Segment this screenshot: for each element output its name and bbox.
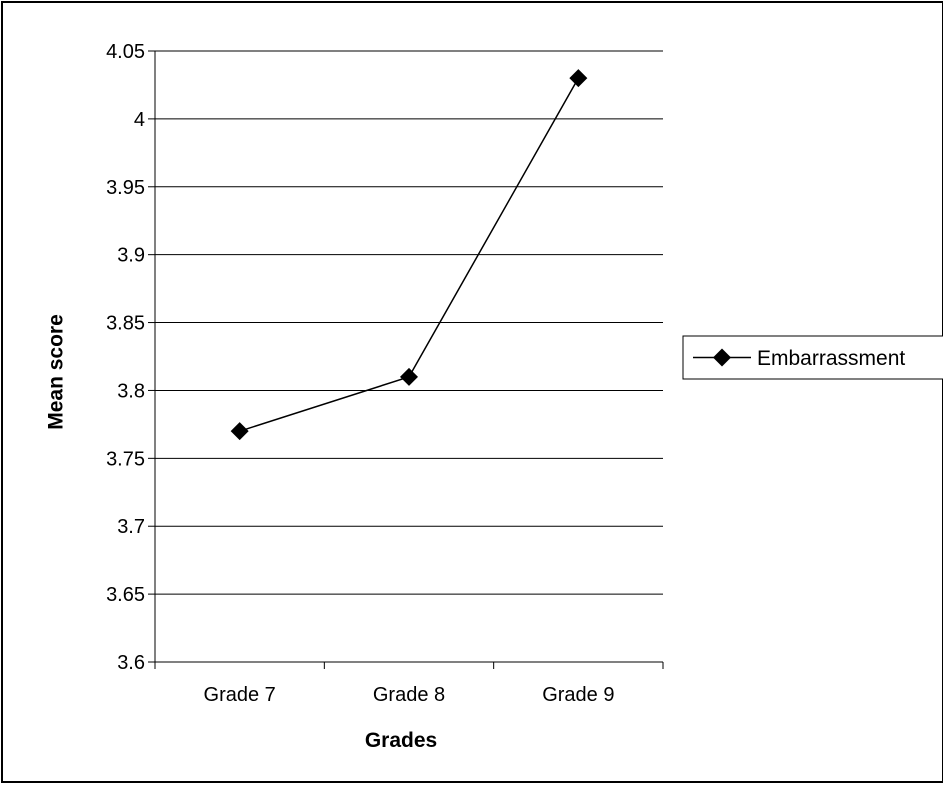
data-point-marker [400, 367, 418, 386]
legend: Embarrassment [682, 335, 943, 380]
y-tick-label: 4 [134, 109, 145, 131]
y-tick-label: 3.65 [106, 584, 145, 606]
y-tick-label: 3.95 [106, 177, 145, 199]
series-group [230, 69, 588, 441]
x-tick-label: Grade 8 [373, 684, 445, 706]
x-tick-label: Grade 9 [542, 684, 614, 706]
gridlines [155, 50, 663, 595]
data-point-marker [569, 69, 588, 88]
x-tick-labels: Grade 7 Grade 8 Grade 9 [204, 684, 615, 706]
x-tick-label: Grade 7 [204, 684, 276, 706]
y-tick-label: 3.6 [117, 652, 145, 674]
data-point-marker [230, 422, 249, 441]
y-tick-labels: 3.6 3.65 3.7 3.75 3.8 3.85 3.9 3.95 4 4.05 [106, 41, 145, 674]
line-chart: 3.6 3.65 3.7 3.75 3.8 3.85 3.9 3.95 4 4.05 Grade … [44, 41, 943, 752]
y-axis-title: Mean score [44, 314, 67, 430]
axes [148, 50, 664, 669]
x-axis-title: Grades [365, 729, 437, 752]
legend-marker-diamond [713, 348, 731, 367]
y-tick-label: 4.05 [106, 41, 145, 63]
y-tick-label: 3.85 [106, 313, 145, 335]
y-tick-label: 3.75 [106, 448, 145, 470]
y-tick-label: 3.8 [117, 380, 145, 402]
y-tick-label: 3.9 [117, 245, 145, 267]
legend-label-embarrassment: Embarrassment [757, 347, 905, 370]
y-tick-label: 3.7 [117, 516, 145, 538]
